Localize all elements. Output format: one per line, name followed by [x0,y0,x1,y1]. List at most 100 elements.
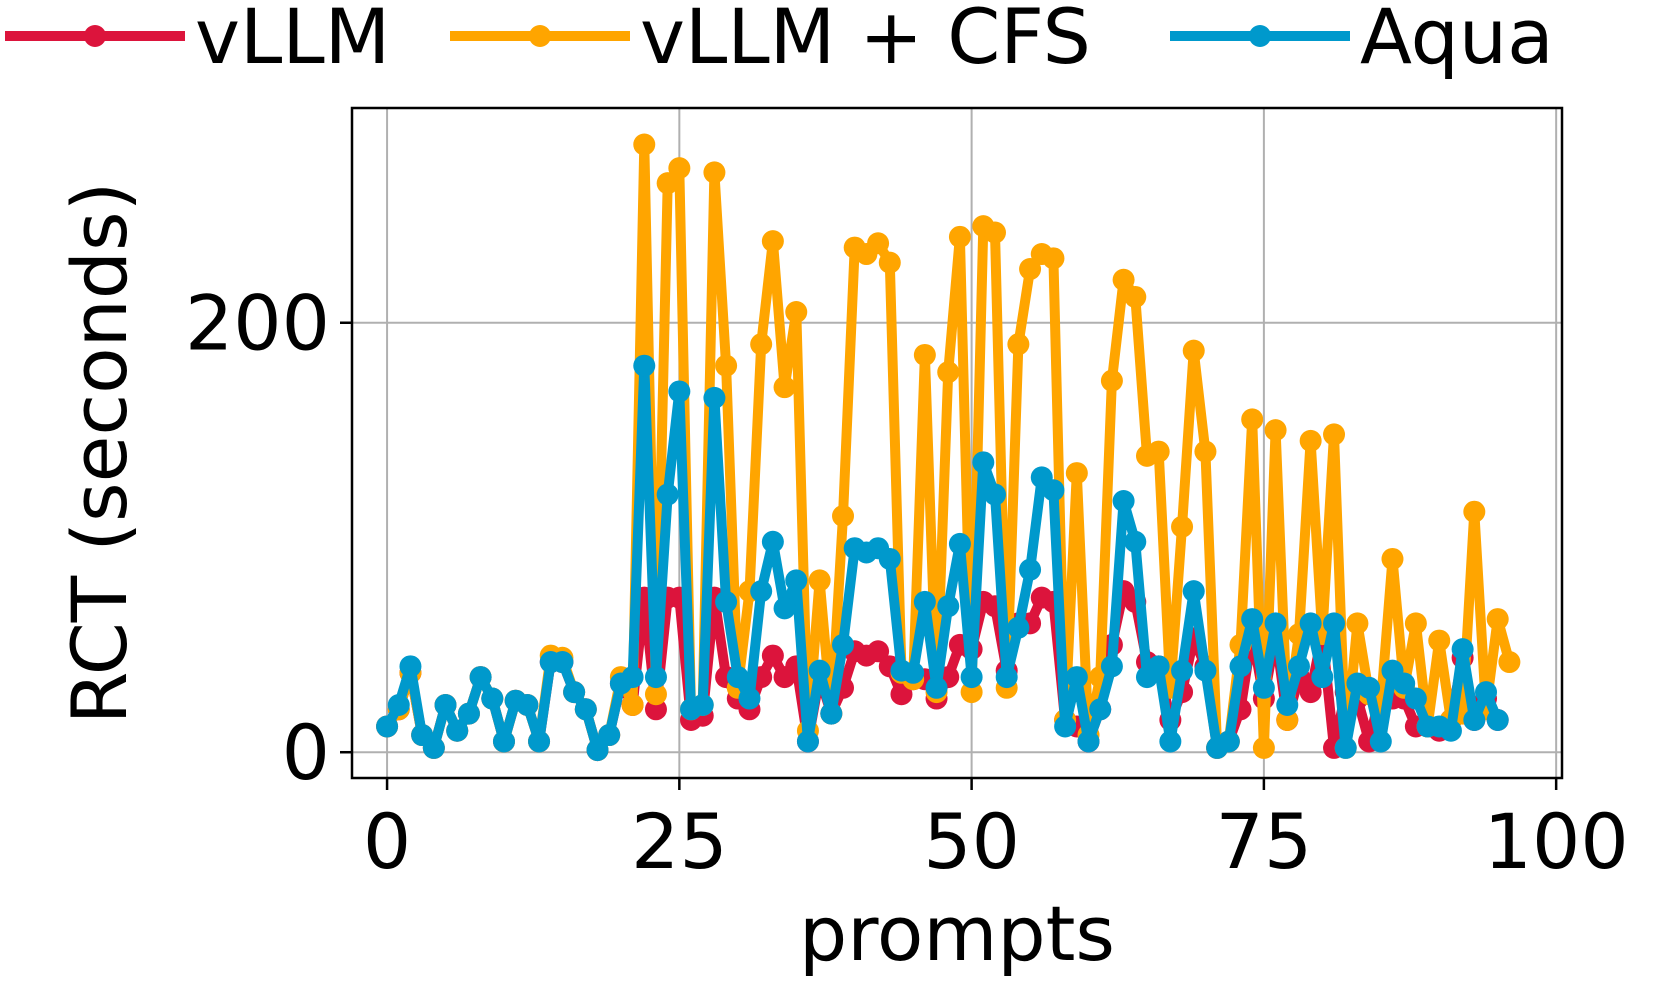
legend-swatch-marker [529,25,551,47]
series-layer [376,133,1521,762]
data-point [1334,736,1357,759]
data-point [750,333,773,356]
y-tick-label: 0 [282,708,330,797]
data-point [1100,655,1123,678]
data-point [1182,580,1205,603]
data-point [644,683,667,706]
data-point [1264,612,1287,635]
data-point [1439,719,1462,742]
data-point [937,361,960,384]
data-point [715,590,738,613]
data-point [574,698,597,721]
data-point [1077,730,1100,753]
legend: vLLM vLLM + CFS Aqua [5,0,1554,81]
data-point [1323,423,1346,446]
series-aqua [376,354,1509,762]
y-axis: 0 200 [185,279,352,797]
data-point [1393,672,1416,695]
data-point [972,451,995,474]
legend-swatch-marker [84,25,106,47]
data-point [1463,709,1486,732]
data-point [1124,285,1147,308]
data-point [621,666,644,689]
y-axis-label: RCT (seconds) [55,182,144,725]
x-tick-label: 75 [1216,797,1313,886]
data-point [656,172,679,195]
data-point [1019,558,1042,581]
data-point [738,687,761,710]
data-point [1486,709,1509,732]
data-point [621,693,644,716]
data-point [1252,736,1275,759]
data-point [808,569,831,592]
data-point [1042,479,1065,502]
data-point [1182,339,1205,362]
data-point [832,505,855,528]
data-point [492,730,515,753]
x-axis: 0 25 50 75 100 [363,778,1629,886]
data-point [1346,612,1369,635]
data-point [1299,429,1322,452]
data-point [1007,616,1030,639]
data-point [773,376,796,399]
data-point [1007,333,1030,356]
data-point [399,655,422,678]
legend-item: vLLM + CFS [450,0,1091,81]
data-point [633,133,656,156]
data-point [551,651,574,674]
data-point [983,483,1006,506]
data-point [376,715,399,738]
data-point [1065,666,1088,689]
data-point [1171,659,1194,682]
data-point [668,380,691,403]
data-point [796,730,819,753]
data-point [387,693,410,716]
data-point [1089,698,1112,721]
data-point [726,666,749,689]
data-point [1112,489,1135,512]
data-point [691,693,714,716]
data-point [1276,693,1299,716]
data-point [1264,419,1287,442]
data-point [761,230,784,253]
data-point [644,698,667,721]
data-point [937,595,960,618]
data-point [1311,666,1334,689]
data-point [528,730,551,753]
data-point [1358,676,1381,699]
data-point [1323,612,1346,635]
data-point [422,736,445,759]
data-point [1404,687,1427,710]
x-tick-label: 0 [363,797,411,886]
data-point [1381,547,1404,570]
data-point [925,676,948,699]
data-point [1475,681,1498,704]
legend-swatch-marker [1249,25,1271,47]
data-point [668,157,691,180]
data-point [960,681,983,704]
legend-label: vLLM + CFS [640,0,1091,81]
data-point [1112,268,1135,291]
data-point [983,221,1006,244]
x-tick-label: 25 [631,797,728,886]
data-point [516,693,539,716]
data-point [948,532,971,555]
data-point [913,343,936,366]
data-point [867,640,890,663]
data-point [586,739,609,762]
data-point [1171,515,1194,538]
data-point [1147,440,1170,463]
x-axis-label: prompts [799,889,1115,978]
data-point [1486,608,1509,631]
data-point [785,301,808,324]
data-point [1241,408,1264,431]
data-point [1369,730,1392,753]
data-point [1065,462,1088,485]
legend-label: vLLM [195,0,390,81]
data-point [773,597,796,620]
data-point [1217,730,1240,753]
data-point [1019,258,1042,281]
data-point [902,661,925,684]
data-point [1054,715,1077,738]
axes-frame [350,106,1564,780]
